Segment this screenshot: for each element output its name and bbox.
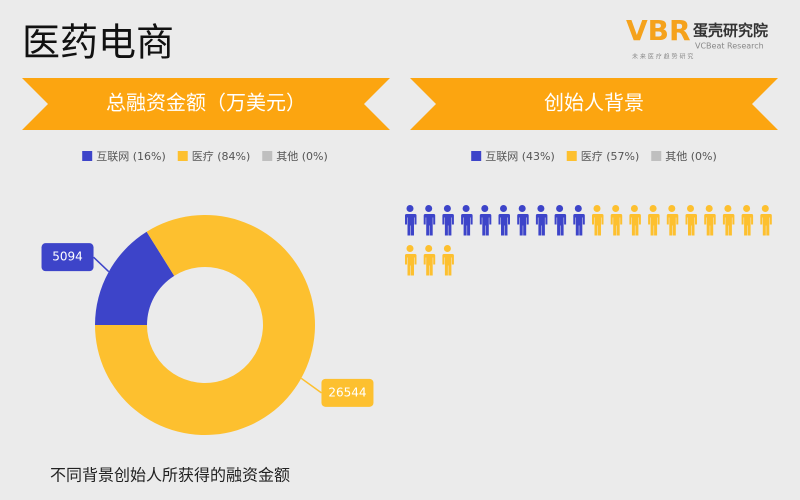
- chart-title: 创始人背景: [544, 91, 644, 115]
- person-head: [425, 245, 432, 252]
- legend-swatch: [651, 151, 661, 161]
- person-head: [407, 245, 414, 252]
- data-label: 26544: [328, 385, 366, 399]
- person-head: [724, 205, 731, 212]
- legend-swatch: [262, 151, 272, 161]
- legend-swatch: [471, 151, 481, 161]
- person-head: [500, 205, 507, 212]
- legend: 互联网 (43%) 医疗 (57%) 其他 (0%): [471, 149, 717, 163]
- person-head: [575, 205, 582, 212]
- person-head: [631, 205, 638, 212]
- person-head: [594, 205, 601, 212]
- legend-swatch: [82, 151, 92, 161]
- person-head: [519, 205, 526, 212]
- person-head: [687, 205, 694, 212]
- legend-label: 其他 (0%): [276, 150, 328, 163]
- legend-label: 互联网 (16%): [96, 150, 166, 163]
- data-label: 5094: [52, 250, 83, 264]
- legend-label: 医疗 (84%): [192, 149, 251, 163]
- legend-label: 医疗 (57%): [581, 149, 640, 163]
- person-head: [537, 205, 544, 212]
- person-head: [762, 205, 769, 212]
- logo-mark: VBR: [626, 14, 691, 47]
- logo-english: VCBeat Research: [695, 42, 764, 51]
- logo-name: 蛋壳研究院: [693, 22, 768, 40]
- logo-slogan: 未 来 医 疗 趋 势 研 究: [632, 53, 693, 61]
- legend-swatch: [567, 151, 577, 161]
- person-head: [444, 205, 451, 212]
- person-head: [706, 205, 713, 212]
- person-head: [556, 205, 563, 212]
- legend-swatch: [178, 151, 188, 161]
- person-head: [612, 205, 619, 212]
- legend-label: 其他 (0%): [665, 150, 717, 163]
- person-head: [650, 205, 657, 212]
- person-head: [444, 245, 451, 252]
- legend: 互联网 (16%) 医疗 (84%) 其他 (0%): [82, 149, 328, 163]
- page-title: 医药电商: [22, 21, 174, 65]
- caption: 不同背景创始人所获得的融资金额: [50, 466, 290, 485]
- person-head: [668, 205, 675, 212]
- person-head: [425, 205, 432, 212]
- person-head: [743, 205, 750, 212]
- person-head: [407, 205, 414, 212]
- legend-label: 互联网 (43%): [485, 150, 555, 163]
- person-head: [481, 205, 488, 212]
- chart-title: 总融资金额（万美元）: [106, 91, 306, 115]
- person-head: [463, 205, 470, 212]
